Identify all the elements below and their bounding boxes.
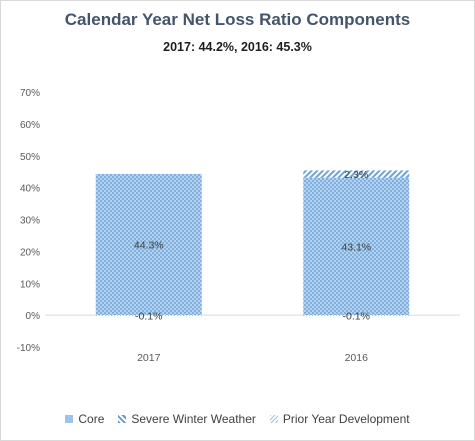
chart-subtitle: 2017: 44.2%, 2016: 45.3% xyxy=(163,40,312,54)
legend-item-prior-year-development: Prior Year Development xyxy=(269,412,410,426)
legend-swatch-core xyxy=(65,415,74,423)
legend-item-core: Core xyxy=(65,412,104,426)
legend-label-prior-year-development: Prior Year Development xyxy=(282,412,410,426)
data-label-core-2017: 44.3% xyxy=(134,240,164,252)
legend-swatch-prior-year-development xyxy=(269,415,278,423)
y-tick-label: 70% xyxy=(20,88,40,99)
bar-prior-year-development-2017 xyxy=(95,315,202,316)
bar-prior-year-development-2016 xyxy=(303,315,410,316)
bar-core-2016 xyxy=(303,177,410,316)
chart-legend: Core Severe Winter Weather Prior Year De… xyxy=(0,412,475,426)
y-tick-label: 30% xyxy=(20,216,40,227)
legend-label-core: Core xyxy=(78,412,105,426)
chart-title: Calendar Year Net Loss Ratio Components xyxy=(64,10,411,29)
data-label-severe-winter-weather-2016: 2.3% xyxy=(344,169,368,181)
data-label-prior-year-development-2017: -0.1% xyxy=(135,310,162,322)
x-tick-label: 2016 xyxy=(345,352,369,364)
y-tick-label: 50% xyxy=(20,152,40,163)
legend-item-severe-winter-weather: Severe Winter Weather xyxy=(118,412,256,426)
y-tick-label: 10% xyxy=(20,279,40,290)
y-tick-label: 60% xyxy=(20,120,40,131)
legend-label-severe-winter-weather: Severe Winter Weather xyxy=(131,412,256,426)
data-label-prior-year-development-2016: -0.1% xyxy=(343,310,370,322)
x-tick-label: 2017 xyxy=(137,352,161,364)
legend-swatch-severe-winter-weather xyxy=(118,415,127,423)
bar-core-2017 xyxy=(95,173,202,316)
y-tick-label: -10% xyxy=(17,343,40,354)
y-tick-label: 20% xyxy=(20,247,40,258)
bar-severe-winter-weather-2016 xyxy=(303,170,410,178)
y-tick-label: 40% xyxy=(20,184,40,195)
y-tick-label: 0% xyxy=(26,311,41,322)
data-label-core-2016: 43.1% xyxy=(341,241,371,253)
